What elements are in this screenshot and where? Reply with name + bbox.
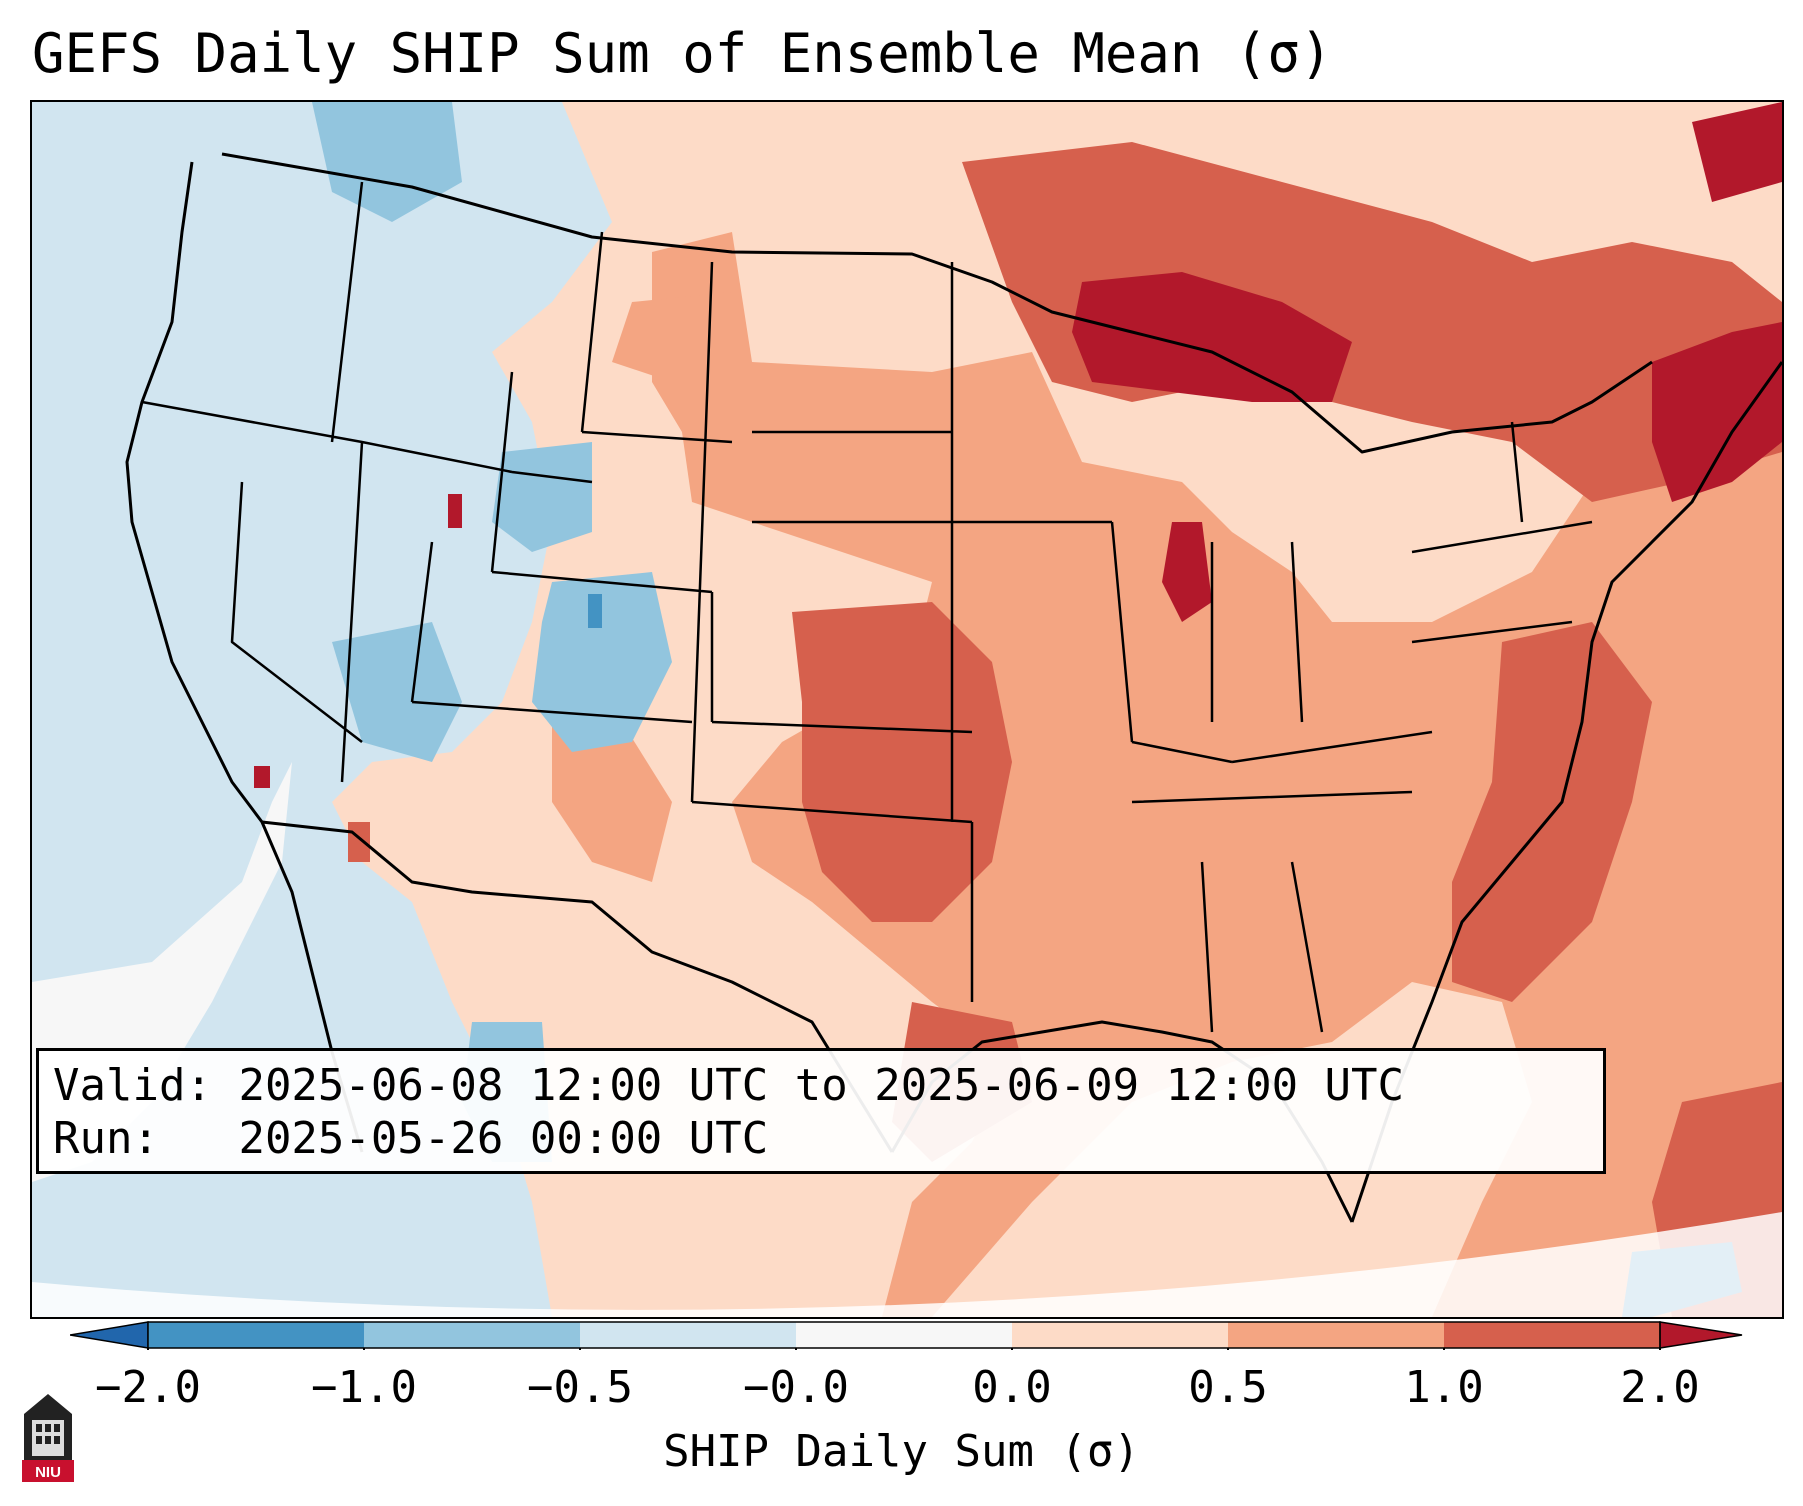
- strong-positive-anomaly-utah: [448, 494, 462, 528]
- strong-positive-anomaly-lake-michigan: [1162, 522, 1212, 622]
- positive-anomaly-region-1-2-plains: [792, 602, 1012, 922]
- colorbar-outline: [147, 1321, 1661, 1349]
- colorbar-tick-label: 2.0: [1620, 1362, 1700, 1413]
- negative-anomaly-region-nevada: [332, 622, 462, 762]
- colorbar-bin-6: [1228, 1322, 1444, 1348]
- colorbar-bin-7: [1444, 1322, 1660, 1348]
- strong-positive-anomaly-maritimes: [1692, 102, 1782, 202]
- colorbar-bin-3: [580, 1322, 796, 1348]
- valid-run-info-box: Valid: 2025-06-08 12:00 UTC to 2025-06-0…: [36, 1048, 1606, 1174]
- us-mexico-border: [261, 820, 894, 1153]
- colorbar-extend-low: [70, 1321, 149, 1349]
- niu-logo: NIU: [22, 1394, 74, 1482]
- colorbar-label: SHIP Daily Sum (σ): [663, 1426, 1140, 1477]
- colorbar-ticks: [147, 1348, 1661, 1350]
- strong-negative-anomaly-colorado: [588, 594, 602, 628]
- colorbar-tick-label: −0.0: [743, 1362, 849, 1413]
- colorbar-bin-4: [796, 1322, 1012, 1348]
- strong-positive-anomaly-great-lakes: [1072, 272, 1352, 402]
- valid-value: 2025-06-08 12:00 UTC to 2025-06-09 12:00…: [238, 1060, 1405, 1111]
- negative-anomaly-region-wyoming: [532, 572, 672, 752]
- positive-anomaly-region-05-1: [652, 232, 1782, 1317]
- negative-anomaly-region-idaho: [492, 442, 592, 552]
- negative-anomaly-region-bc: [312, 102, 462, 222]
- colorbar-bin-5: [1012, 1322, 1228, 1348]
- colorbar-tick-label: −1.0: [311, 1362, 417, 1413]
- map-canvas: [32, 102, 1782, 1317]
- colorbar-tick-label: −0.5: [527, 1362, 633, 1413]
- positive-anomaly-region-montana: [612, 292, 732, 382]
- east-coastline: [1350, 361, 1782, 1223]
- domain-edge: [32, 1212, 1782, 1317]
- colorbar-tick-label: 0.0: [972, 1362, 1052, 1413]
- colorbar-tick-label: −2.0: [95, 1362, 201, 1413]
- ship-anomaly-map: [30, 100, 1784, 1319]
- colorbar-bin-2: [364, 1322, 580, 1348]
- west-coastline: [125, 161, 364, 1153]
- run-value: 2025-05-26 00:00 UTC: [238, 1113, 769, 1164]
- strong-positive-anomaly-california: [254, 766, 270, 788]
- colorbar: [70, 1321, 1743, 1350]
- colorbar-extend-high: [1659, 1321, 1743, 1349]
- colorbar-tick-label: 1.0: [1404, 1362, 1484, 1413]
- logo-text: NIU: [35, 1464, 61, 1481]
- valid-label: Valid:: [53, 1060, 212, 1111]
- colorbar-bin-1: [148, 1322, 364, 1348]
- boundaries: [125, 152, 1782, 1223]
- strong-positive-anomaly-arizona: [348, 822, 370, 862]
- positive-anomaly-region-1-2-canada: [962, 142, 1782, 502]
- state-borders: [141, 181, 1593, 1033]
- run-label: Run:: [53, 1113, 159, 1164]
- strong-positive-anomaly-new-england: [1652, 322, 1782, 502]
- map-title: GEFS Daily SHIP Sum of Ensemble Mean (σ): [32, 22, 1333, 85]
- colorbar-tick-label: 0.5: [1188, 1362, 1268, 1413]
- us-canada-border: [221, 152, 1653, 454]
